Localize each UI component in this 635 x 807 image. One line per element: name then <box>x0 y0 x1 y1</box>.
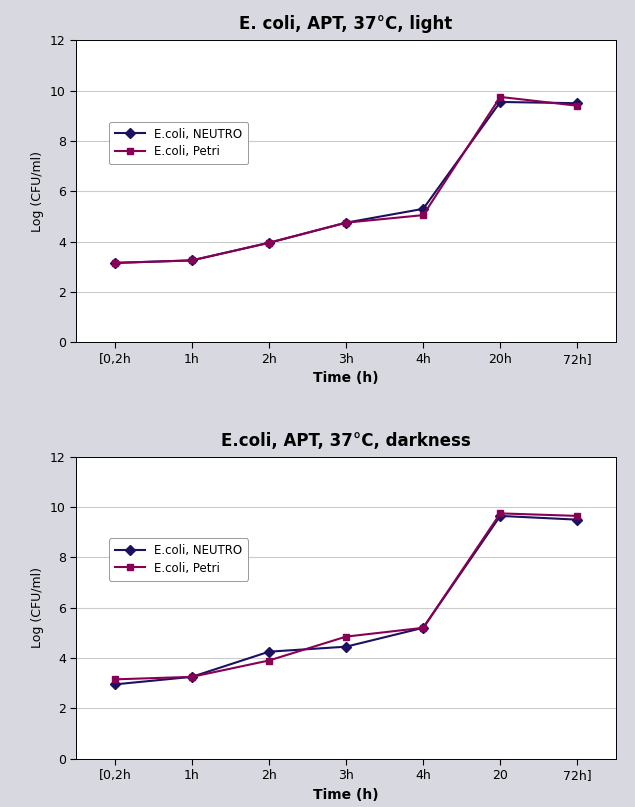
E.coli, NEUTRO <box>188 672 196 682</box>
E.coli, Petri <box>419 211 427 220</box>
E.coli, NEUTRO <box>342 218 350 228</box>
E.coli, Petri <box>265 655 273 665</box>
E.coli, Petri <box>342 218 350 228</box>
Y-axis label: Log (CFU/ml): Log (CFU/ml) <box>31 151 44 232</box>
E.coli, NEUTRO <box>111 258 119 268</box>
Line: E.coli, NEUTRO: E.coli, NEUTRO <box>111 512 581 688</box>
Y-axis label: Log (CFU/ml): Log (CFU/ml) <box>31 567 44 648</box>
E.coli, NEUTRO <box>573 515 581 525</box>
X-axis label: Time (h): Time (h) <box>313 371 379 385</box>
E.coli, NEUTRO <box>573 98 581 108</box>
E.coli, NEUTRO <box>111 679 119 689</box>
E.coli, NEUTRO <box>342 642 350 651</box>
E.coli, Petri <box>111 675 119 684</box>
E.coli, NEUTRO <box>497 97 504 107</box>
E.coli, NEUTRO <box>497 511 504 521</box>
E.coli, Petri <box>188 256 196 266</box>
E.coli, NEUTRO <box>265 238 273 248</box>
X-axis label: Time (h): Time (h) <box>313 788 379 801</box>
E.coli, Petri <box>188 672 196 682</box>
E.coli, Petri <box>573 101 581 111</box>
E.coli, NEUTRO <box>188 256 196 266</box>
E.coli, NEUTRO <box>419 623 427 633</box>
E.coli, Petri <box>497 92 504 102</box>
E.coli, NEUTRO <box>265 647 273 657</box>
E.coli, NEUTRO <box>419 204 427 214</box>
E.coli, Petri <box>342 632 350 642</box>
E.coli, Petri <box>111 258 119 268</box>
E.coli, Petri <box>265 238 273 248</box>
Title: E.coli, APT, 37°C, darkness: E.coli, APT, 37°C, darkness <box>221 432 471 449</box>
Title: E. coli, APT, 37°C, light: E. coli, APT, 37°C, light <box>239 15 453 33</box>
E.coli, Petri <box>573 511 581 521</box>
Line: E.coli, NEUTRO: E.coli, NEUTRO <box>111 98 581 266</box>
Legend: E.coli, NEUTRO, E.coli, Petri: E.coli, NEUTRO, E.coli, Petri <box>109 538 248 581</box>
E.coli, Petri <box>419 623 427 633</box>
Legend: E.coli, NEUTRO, E.coli, Petri: E.coli, NEUTRO, E.coli, Petri <box>109 122 248 165</box>
Line: E.coli, Petri: E.coli, Petri <box>111 510 581 683</box>
Line: E.coli, Petri: E.coli, Petri <box>111 94 581 266</box>
E.coli, Petri <box>497 508 504 518</box>
